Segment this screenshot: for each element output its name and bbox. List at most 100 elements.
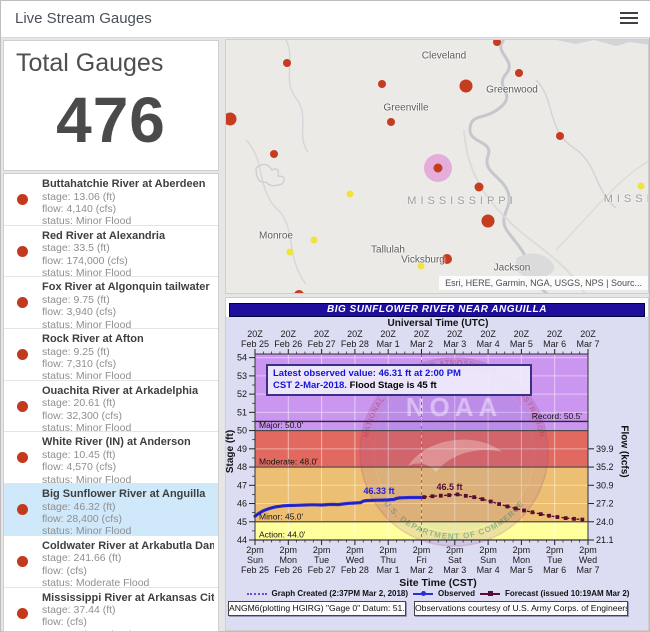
gauge-list-item[interactable]: Mississippi River at Arkansas City stage:… bbox=[4, 588, 218, 631]
gauge-list-item[interactable]: Ouachita River at Arkadelphia stage: 20.6… bbox=[4, 381, 218, 434]
map-gauge-dot-red[interactable] bbox=[474, 182, 484, 192]
map-gauge-dot-yellow[interactable] bbox=[310, 236, 318, 244]
map-state-label: MISSISS bbox=[603, 193, 648, 205]
svg-text:21.1: 21.1 bbox=[596, 535, 614, 545]
map-gauge-dot-red[interactable] bbox=[459, 79, 473, 93]
total-gauges-value: 476 bbox=[56, 84, 166, 156]
gauge-name: Red River at Alexandria bbox=[42, 229, 166, 242]
gauge-flow: flow: 28,400 (cfs) bbox=[42, 513, 122, 526]
gauge-name: Fox River at Algonquin tailwater bbox=[42, 281, 210, 294]
utc-tick: 20Z bbox=[380, 329, 396, 339]
forecast-peak-label: 46.5 ft bbox=[436, 482, 463, 493]
selected-gauge-dot[interactable] bbox=[433, 163, 443, 173]
cst-time-tick: 2pm bbox=[545, 545, 564, 555]
cst-date-tick: Mar 1 bbox=[376, 565, 400, 575]
cst-day-tick: Wed bbox=[578, 555, 598, 565]
cst-date-tick: Feb 28 bbox=[340, 565, 369, 575]
gauge-list-item[interactable]: Buttahatchie River at Aberdeen stage: 13.… bbox=[4, 174, 218, 228]
svg-text:35.2: 35.2 bbox=[596, 462, 614, 472]
cst-date-tick: Mar 6 bbox=[543, 565, 567, 575]
map-gauge-dot-red[interactable] bbox=[493, 40, 501, 46]
utc-tick: 20Z bbox=[480, 329, 496, 339]
page-title: Live Stream Gauges bbox=[15, 10, 152, 27]
svg-text:Moderate: 48.0': Moderate: 48.0' bbox=[259, 457, 318, 467]
gauge-list-item[interactable]: Fox River at Algonquin tailwater stage: 9… bbox=[4, 277, 218, 331]
map-city-label: Jackson bbox=[493, 262, 531, 274]
gauge-status: status: Minor Flood bbox=[42, 215, 132, 228]
hamburger-menu-icon[interactable] bbox=[620, 12, 638, 26]
svg-text:52: 52 bbox=[237, 389, 247, 399]
gauge-list-item[interactable]: Red River at Alexandria stage: 33.5 (ft) f… bbox=[4, 226, 218, 279]
forecast-point bbox=[547, 513, 551, 518]
forecast-point bbox=[497, 502, 501, 506]
forecast-point bbox=[555, 515, 560, 519]
map-gauge-dot-red[interactable] bbox=[387, 118, 395, 126]
map-city-label: Cleveland bbox=[421, 50, 467, 62]
map-gauge-dot-yellow[interactable] bbox=[346, 190, 354, 198]
cst-day-tick: Tue bbox=[314, 555, 330, 565]
map-gauge-dot-red[interactable] bbox=[226, 112, 237, 126]
svg-text:50: 50 bbox=[237, 426, 247, 436]
observed-value-label: 46.33 ft bbox=[363, 485, 395, 496]
utc-tick: 20Z bbox=[546, 329, 563, 339]
forecast-point bbox=[530, 510, 535, 515]
gauge-flow: flow: 32,300 (cfs) bbox=[42, 409, 122, 422]
total-gauges-card: Total Gauges 476 bbox=[3, 40, 219, 171]
svg-text:24.0: 24.0 bbox=[596, 517, 614, 527]
cst-time-tick: 2pm bbox=[246, 545, 264, 555]
observations-credit-box: Observations courtesy of U.S. Army Corps… bbox=[414, 601, 628, 616]
gauge-flow: flow: 7,310 (cfs) bbox=[42, 357, 117, 370]
cst-day-tick: Wed bbox=[345, 555, 365, 565]
cst-day-tick: Mon bbox=[279, 555, 298, 565]
map-gauge-dot-yellow[interactable] bbox=[286, 248, 294, 256]
gauge-stage: stage: 9.25 (ft) bbox=[42, 345, 110, 358]
map-attribution: Esri, HERE, Garmin, NGA, USGS, NPS | Sou… bbox=[439, 276, 648, 290]
svg-text:NOAA: NOAA bbox=[406, 392, 503, 422]
utc-date-tick: Mar 4 bbox=[476, 339, 500, 349]
forecast-point bbox=[572, 516, 576, 521]
stage-axis-label: Stage (ft) bbox=[225, 429, 237, 474]
flood-stage-note: Flood Stage is 45 ft bbox=[349, 380, 437, 391]
map-basemap bbox=[245, 40, 648, 293]
map-state-label: MISSISSIPPI bbox=[407, 195, 517, 207]
gauge-name: Buttahatchie River at Aberdeen bbox=[42, 178, 206, 190]
gage-datum-box: ANGM6(plotting HGIRG) "Gage 0" Datum: 51… bbox=[228, 601, 406, 616]
noaa-gull-icon bbox=[408, 439, 502, 472]
utc-tick: 20Z bbox=[347, 329, 363, 339]
map-panel[interactable]: Esri, HERE, Garmin, NGA, USGS, NPS | Sou… bbox=[225, 39, 649, 294]
gauge-stage: stage: 241.66 (ft) bbox=[42, 552, 122, 565]
gauge-list-item[interactable]: Rock River at Afton stage: 9.25 (ft) flow:… bbox=[4, 329, 218, 382]
gauge-list-item[interactable]: White River (IN) at Anderson stage: 10.45… bbox=[4, 432, 218, 486]
cst-time-tick: 2pm bbox=[312, 545, 331, 555]
gauge-name: Big Sunflower River at Anguilla bbox=[42, 488, 206, 501]
svg-text:49: 49 bbox=[237, 444, 247, 454]
map-gauge-dot-red[interactable] bbox=[283, 59, 291, 67]
gauge-status-dot bbox=[17, 555, 28, 567]
utc-date-tick: Feb 27 bbox=[307, 339, 336, 349]
map-gauge-dot-red[interactable] bbox=[515, 69, 523, 77]
forecast-point bbox=[580, 517, 585, 522]
utc-tick: 20Z bbox=[247, 329, 263, 339]
svg-text:45: 45 bbox=[237, 517, 247, 527]
map-gauge-dot-red[interactable] bbox=[294, 290, 304, 293]
utc-date-tick: Mar 5 bbox=[509, 339, 533, 349]
svg-text:48: 48 bbox=[237, 462, 247, 472]
road bbox=[555, 160, 648, 251]
gauge-flow: flow: 4,570 (cfs) bbox=[42, 461, 117, 474]
map-gauge-dot-red[interactable] bbox=[270, 150, 278, 158]
map-gauge-dot-red[interactable] bbox=[556, 132, 564, 140]
map-gauge-dot-red[interactable] bbox=[378, 80, 386, 88]
utc-date-tick: Feb 26 bbox=[274, 339, 303, 349]
map-gauge-dot-yellow[interactable] bbox=[417, 262, 425, 270]
svg-text:30.9: 30.9 bbox=[596, 480, 614, 490]
gauge-status-dot bbox=[17, 349, 28, 361]
forecast-point bbox=[422, 495, 427, 500]
gauge-list[interactable]: Buttahatchie River at Aberdeen stage: 13.… bbox=[3, 173, 219, 632]
map-gauge-dot-red[interactable] bbox=[442, 254, 452, 264]
gauge-list-item[interactable]: Big Sunflower River at Anguilla stage: 46… bbox=[4, 484, 218, 537]
map-gauge-dot-red[interactable] bbox=[481, 214, 495, 228]
gauge-list-item[interactable]: Coldwater River at Arkabutla Dam stage: 2… bbox=[4, 536, 218, 589]
latest-observed-line1: Latest observed value: 46.31 ft at 2:00 … bbox=[273, 368, 461, 379]
cst-time-tick: 2pm bbox=[279, 545, 298, 555]
map-gauge-dot-yellow[interactable] bbox=[637, 182, 645, 190]
